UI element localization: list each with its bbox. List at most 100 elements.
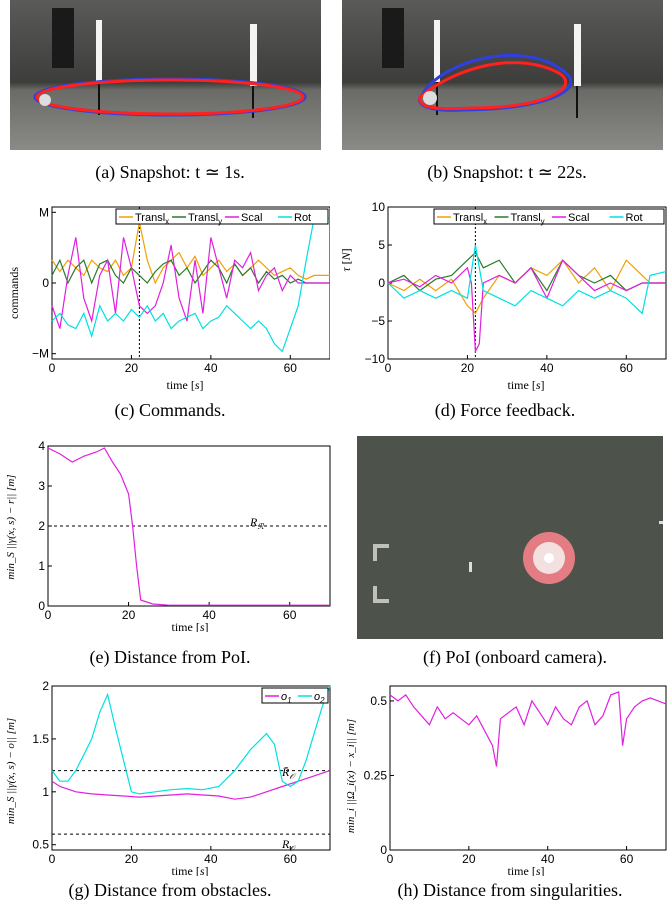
y-tick-label: −10 [365, 352, 386, 366]
snapshot-b-image [342, 0, 663, 150]
y-tick-label: −5 [371, 314, 385, 328]
legend-label: Transly [511, 212, 545, 226]
chart-distance-obstacles: 0 20 40 60 0.5 1 1.5 2 o1 o2 min_S ||γ(x, s) − o|… [5, 679, 331, 876]
legend-label: Scal [241, 212, 262, 224]
caption-c: (c) Commands. [114, 400, 226, 420]
chart-h-plot: 0 20 40 60 0 0.25 0.5 [364, 685, 667, 866]
x-tick-label: 20 [122, 608, 136, 622]
x-tick-label: 60 [620, 852, 634, 866]
y-tick-label: 0 [380, 843, 387, 857]
y-tick-label: 0.25 [364, 768, 388, 782]
legend-label: o1 [281, 691, 292, 705]
legend-label: Rot [294, 212, 311, 224]
x-tick-label: 0 [49, 361, 56, 375]
legend-box [433, 208, 665, 225]
chart-d-frame [387, 206, 667, 360]
caption-a: (a) Snapshot: t ≃ 1s. [95, 162, 245, 182]
y-tick-label: 4 [38, 439, 45, 453]
x-tick-label: 40 [204, 361, 218, 375]
chart-c-ylabel: commands [7, 267, 21, 319]
chart-g-legend: o1 o2 [261, 687, 329, 705]
chart-d-legend: Translx Transly Scal Rot [433, 208, 665, 226]
caption-g: (g) Distance from obstacles. [68, 880, 272, 900]
series-line-value [389, 691, 667, 767]
caption-h: (h) Distance from singularities. [397, 880, 623, 900]
legend-box [261, 687, 329, 704]
x-tick-label: 0 [49, 852, 56, 866]
x-tick-label: 60 [284, 852, 298, 866]
chart-g-xlabel: time [s] [172, 864, 209, 876]
x-tick-label: 0 [385, 361, 392, 375]
series-line-scal [387, 259, 666, 354]
poi-camera-image [357, 436, 663, 639]
y-tick-label: 0.5 [32, 838, 49, 852]
y-tick-label: 1 [42, 785, 49, 799]
y-tick-label: −M [32, 347, 49, 361]
x-tick-label: 60 [284, 361, 298, 375]
chart-c-xlabel: time [s] [167, 378, 204, 392]
caption-e: (e) Distance from PoI. [89, 647, 251, 667]
y-tick-label: 0 [38, 599, 45, 613]
caption-b: (b) Snapshot: t ≃ 22s. [427, 162, 587, 182]
y-tick-label: 1.5 [32, 732, 49, 746]
x-tick-label: 40 [541, 852, 555, 866]
series-line-o1 [51, 770, 331, 800]
legend-box [115, 208, 329, 225]
x-tick-label: 20 [125, 852, 139, 866]
y-tick-label: 0 [378, 276, 385, 290]
chart-c-plot: 0 20 40 60−M0M Translx Transly Scal Rot [32, 205, 330, 375]
chart-distance-singularities: 0 20 40 60 0 0.25 0.5 min_i ||Ω_i(x) − x_i|| [… [345, 685, 667, 876]
legend-label: Transly [188, 212, 222, 226]
caption-d: (d) Force feedback. [434, 400, 576, 420]
y-tick-label: 2 [38, 519, 45, 533]
snapshot-b-drawing [382, 8, 581, 118]
y-tick-label: 5 [378, 238, 385, 252]
legend-label: o2 [314, 691, 325, 705]
chart-g-frame [51, 685, 331, 851]
y-tick-label: M [39, 205, 49, 219]
chart-g-ylabel: min_S ||γ(x, s) − o|| [m] [5, 718, 17, 824]
series-line-transly [51, 258, 330, 285]
legend-label: Translx [135, 212, 169, 226]
x-tick-label: 0 [45, 608, 52, 622]
chart-distance-poi: 0 20 40 60 0 1 2 3 4 min_S ||γ(x, s) − r|| [m] t… [5, 439, 331, 632]
x-tick-label: 40 [540, 361, 554, 375]
caption-f: (f) PoI (onboard camera). [423, 647, 607, 667]
x-tick-label: 20 [461, 361, 475, 375]
snapshot-a-image [10, 0, 321, 150]
chart-h-ylabel: min_i ||Ω_i(x) − x_i|| [m] [345, 719, 357, 833]
series-line-o2 [51, 685, 331, 795]
chart-e-xlabel: time [s] [172, 620, 209, 632]
chart-g-plot: 0 20 40 60 0.5 1 1.5 2 o1 o2 [32, 679, 331, 866]
y-tick-label: 10 [372, 200, 386, 214]
y-tick-label: 0.5 [370, 694, 387, 708]
chart-c-legend: Translx Transly Scal Rot [115, 208, 329, 226]
chart-d-plot: 0 20 40 60 −10 −5 0 5 10 Translx Transly Scal Rot [365, 200, 667, 375]
y-tick-label: 0 [42, 276, 49, 290]
y-tick-label: 1 [38, 559, 45, 573]
chart-h-xlabel: time [s] [508, 864, 545, 876]
series-line-value [47, 447, 330, 606]
snapshot-a-drawing [33, 8, 307, 118]
x-tick-label: 40 [204, 852, 218, 866]
chart-e-plot: 0 20 40 60 0 1 2 3 4 [38, 439, 331, 622]
chart-c-frame [51, 206, 330, 360]
x-tick-label: 60 [620, 361, 634, 375]
legend-label: Translx [453, 212, 487, 226]
chart-h-frame [389, 685, 667, 851]
y-tick-label: 3 [38, 479, 45, 493]
chart-force-feedback: 0 20 40 60 −10 −5 0 5 10 Translx Transly Scal Rot τ … [339, 200, 667, 392]
x-tick-label: 20 [125, 361, 139, 375]
x-tick-label: 60 [283, 608, 297, 622]
x-tick-label: 0 [387, 852, 394, 866]
legend-label: Scal [568, 212, 589, 224]
y-tick-label: 2 [42, 679, 49, 693]
series-line-scal [51, 237, 330, 329]
legend-label: Rot [626, 212, 643, 224]
chart-e-ylabel: min_S ||γ(x, s) − r|| [m] [5, 474, 17, 579]
x-tick-label: 20 [462, 852, 476, 866]
series-line-rot [51, 217, 330, 353]
series-line-rot [387, 244, 667, 315]
chart-commands: 0 20 40 60−M0M Translx Transly Scal Rot command… [7, 205, 330, 392]
chart-d-ylabel: τ [N] [339, 248, 353, 271]
